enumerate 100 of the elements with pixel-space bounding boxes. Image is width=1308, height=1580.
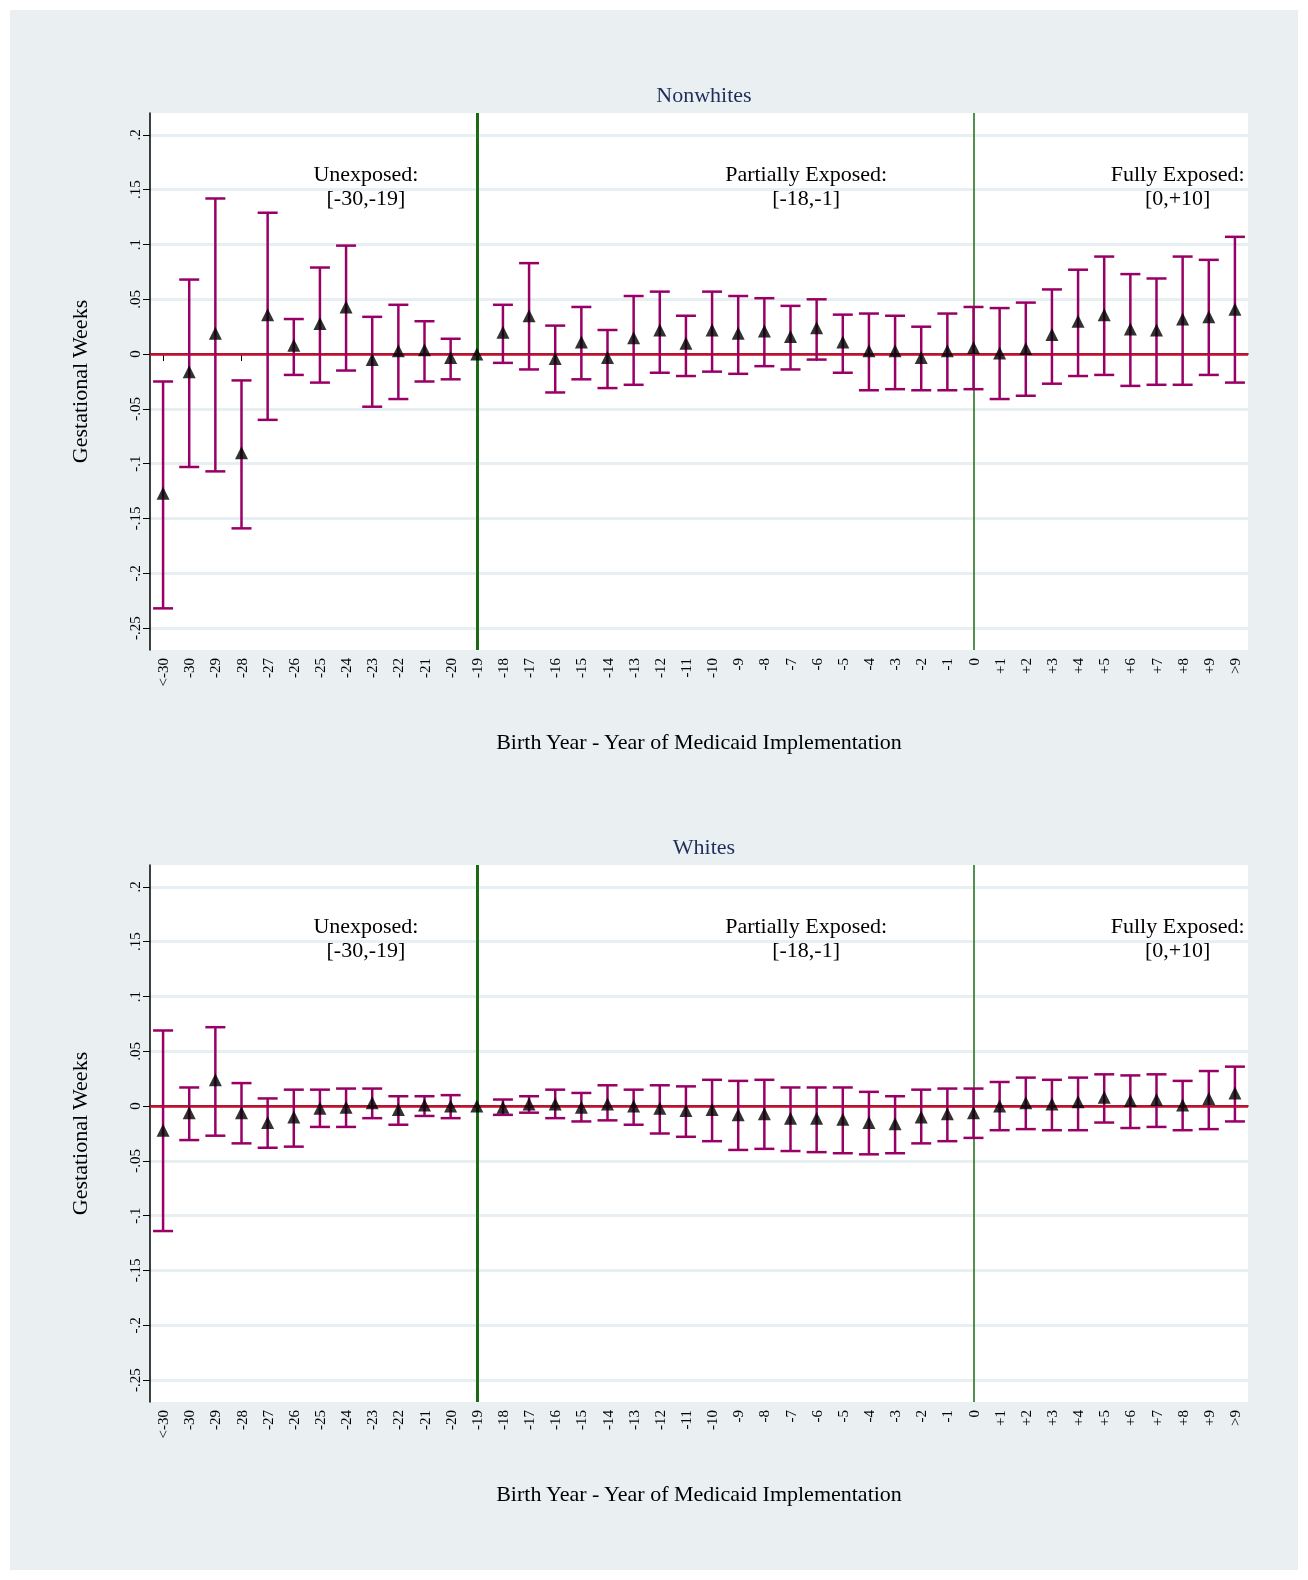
x-tick-label: -24	[338, 657, 355, 678]
point	[1150, 1093, 1163, 1107]
annotation: Fully Exposed: [0,+10]	[1110, 912, 1245, 962]
point	[1228, 302, 1242, 316]
point	[418, 1098, 431, 1112]
point	[261, 308, 275, 322]
y-tick-label: .1	[126, 990, 143, 1003]
point	[1045, 1097, 1059, 1111]
x-tick-label: -22	[390, 1410, 407, 1430]
point	[940, 1107, 954, 1121]
x-tick-label: -6	[808, 1409, 825, 1423]
y-tick-label: .2	[126, 881, 143, 893]
point	[156, 1123, 170, 1137]
y-axis-title: Gestational Weeks	[66, 1051, 92, 1216]
x-tick-label: -8	[756, 1410, 773, 1423]
x-tick-label: -20	[442, 1410, 459, 1430]
point	[784, 330, 797, 344]
x-tick-label: -9	[730, 658, 747, 671]
point	[208, 326, 222, 340]
point	[1123, 1094, 1137, 1108]
point	[731, 1108, 745, 1122]
point	[627, 1099, 641, 1113]
x-tick-label: -21	[416, 658, 433, 678]
point	[1176, 312, 1190, 326]
point	[339, 300, 353, 314]
y-tick-label: -.1	[126, 1207, 143, 1224]
x-tick-label: -15	[573, 1410, 590, 1430]
point	[156, 486, 170, 500]
point	[653, 323, 667, 337]
y-tick-label: -.15	[126, 506, 143, 531]
x-tick-label: +4	[1070, 657, 1087, 674]
x-tick-label: -12	[651, 658, 668, 678]
chart-title: Whites	[672, 833, 736, 859]
x-tick-label: -29	[207, 658, 224, 678]
x-tick-label: +3	[1043, 658, 1060, 674]
x-tick-label: -18	[494, 1410, 511, 1430]
x-tick-label: -13	[625, 658, 642, 678]
point	[1150, 323, 1163, 337]
x-tick-label: -24	[338, 1409, 355, 1430]
point	[653, 1101, 667, 1115]
point	[862, 344, 876, 358]
x-tick-label: -5	[834, 1410, 851, 1423]
x-tick-label: -23	[364, 1410, 381, 1430]
x-tick-label: <-30	[155, 658, 172, 687]
point	[1228, 1086, 1242, 1100]
annotation: Unexposed: [-30,-19]	[313, 912, 419, 962]
x-tick-label: -29	[207, 1410, 224, 1430]
y-tick-label: .15	[126, 932, 143, 952]
point	[208, 1073, 222, 1087]
x-tick-label: -5	[834, 658, 851, 671]
x-tick-label: -21	[416, 1410, 433, 1430]
point	[313, 1101, 327, 1115]
point	[993, 346, 1007, 360]
point	[574, 335, 588, 349]
point	[1071, 314, 1085, 328]
x-tick-label: -14	[599, 657, 616, 678]
x-tick-label: -15	[573, 658, 590, 678]
point	[1123, 322, 1137, 336]
y-tick-label: -.05	[126, 1149, 143, 1173]
point	[470, 1099, 484, 1113]
point	[182, 1106, 196, 1120]
x-tick-label: -9	[730, 1410, 747, 1423]
x-tick-label: -26	[285, 657, 302, 678]
point	[365, 353, 379, 367]
chart-title: Nonwhites	[656, 81, 752, 107]
y-tick-label: .2	[126, 129, 143, 141]
x-tick-label: -25	[311, 1410, 328, 1430]
x-tick-label: <-30	[155, 1410, 172, 1439]
point	[1019, 1096, 1033, 1110]
x-tick-label: -2	[913, 658, 930, 671]
x-tick-label: -2	[913, 1410, 930, 1423]
point	[601, 1097, 614, 1111]
y-tick-label: -.25	[126, 616, 143, 640]
point	[287, 1110, 301, 1124]
point	[862, 1116, 876, 1130]
x-tick-label: -7	[782, 1409, 799, 1423]
point	[836, 335, 850, 349]
point	[522, 309, 536, 323]
x-tick-label: -11	[677, 1410, 694, 1430]
x-tick-label: -4	[860, 657, 877, 671]
x-tick-label: +9	[1200, 1410, 1217, 1426]
point	[757, 324, 771, 338]
x-tick-label: >9	[1226, 658, 1243, 674]
x-tick-label: -1	[939, 658, 956, 671]
point	[810, 1111, 824, 1125]
x-tick-label: -22	[390, 658, 407, 678]
y-tick-label: -.25	[126, 1368, 143, 1392]
x-tick-label: -19	[468, 1410, 485, 1430]
x-tick-label: +1	[991, 658, 1008, 674]
x-tick-label: -8	[756, 658, 773, 671]
point	[1202, 310, 1216, 324]
x-tick-label: +5	[1096, 1410, 1113, 1426]
x-tick-label: -30	[181, 1410, 198, 1430]
point	[261, 1116, 275, 1130]
point	[914, 350, 928, 364]
x-tick-label: -11	[677, 658, 694, 678]
x-tick-label: -10	[704, 1410, 721, 1430]
point	[731, 326, 745, 340]
point	[810, 321, 824, 335]
point	[391, 344, 405, 358]
